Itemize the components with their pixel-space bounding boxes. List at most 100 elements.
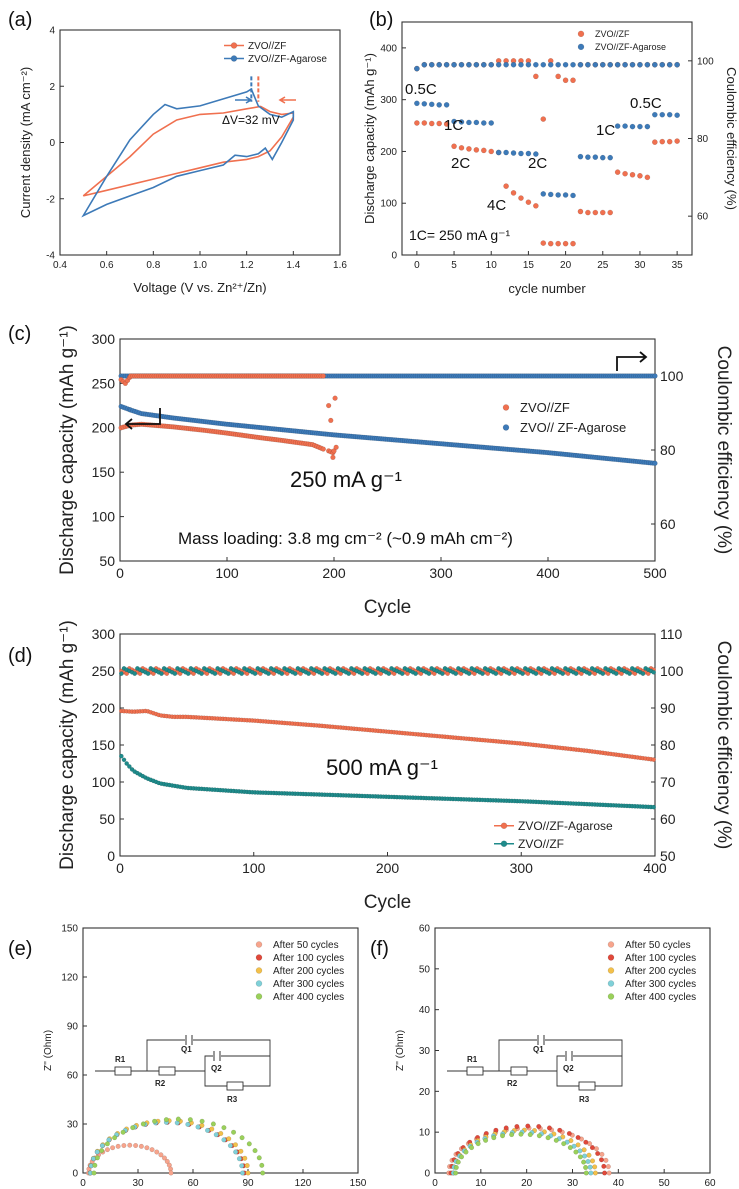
efficiency-point xyxy=(436,61,442,68)
x-axis-label: cycle number xyxy=(508,281,586,296)
capacity-point xyxy=(518,150,524,157)
impedance-point xyxy=(566,1130,572,1136)
x-tick-label: 300 xyxy=(510,860,534,876)
y-tick-label: -2 xyxy=(46,194,55,205)
capacity-point xyxy=(659,138,666,145)
impedance-point xyxy=(553,1137,559,1143)
legend-label: ZVO//ZF xyxy=(248,41,286,52)
x-tick-label: 300 xyxy=(429,565,453,581)
x-tick-label: 1.6 xyxy=(333,260,347,271)
impedance-point xyxy=(149,1147,155,1153)
impedance-point xyxy=(94,1155,100,1161)
y-axis-label: Discharge capacity (mAh g⁻¹) xyxy=(57,620,78,870)
capacity-point xyxy=(333,444,339,450)
efficiency-point xyxy=(451,61,457,68)
y-tick-label: 50 xyxy=(419,964,431,975)
efficiency-point xyxy=(637,61,643,68)
legend-marker xyxy=(607,980,615,987)
efficiency-point xyxy=(562,77,569,84)
x-tick-label: 10 xyxy=(486,260,498,271)
legend-label: ZVO//ZF-Agarose xyxy=(518,819,613,833)
y-tick-label: 90 xyxy=(67,1022,79,1033)
efficiency-point xyxy=(443,61,450,68)
impedance-point xyxy=(144,1145,150,1151)
legend-label: After 100 cycles xyxy=(625,953,696,964)
efficiency-point xyxy=(226,671,231,676)
y2-tick-label: 70 xyxy=(660,774,676,790)
capacity-point xyxy=(562,240,569,247)
efficiency-point xyxy=(473,61,480,68)
rate-label: 4C xyxy=(487,197,506,214)
efficiency-point xyxy=(555,73,561,80)
efficiency-point xyxy=(614,61,621,68)
impedance-point xyxy=(152,1118,158,1124)
x-tick-label: 20 xyxy=(521,1178,533,1189)
efficiency-point xyxy=(428,61,435,68)
capacity-point xyxy=(127,764,132,769)
impedance-point xyxy=(583,1170,589,1176)
efficiency-point xyxy=(493,671,499,676)
efficiency-point xyxy=(547,671,552,676)
impedance-point xyxy=(256,1155,262,1161)
impedance-point xyxy=(236,1156,242,1162)
legend-marker xyxy=(502,404,510,411)
impedance-point xyxy=(104,1147,110,1153)
resistor-r2 xyxy=(510,1066,528,1076)
legend-marker xyxy=(607,967,615,974)
x-tick-label: 500 xyxy=(643,565,667,581)
x-tick-label: 150 xyxy=(350,1178,367,1189)
capacity-point xyxy=(614,123,621,129)
efficiency-point xyxy=(326,403,332,409)
efficiency-point xyxy=(119,671,124,676)
x-tick-label: 0 xyxy=(116,565,124,581)
efficiency-point xyxy=(613,671,619,676)
capacity-point xyxy=(443,121,450,127)
impedance-point xyxy=(221,1137,227,1143)
impedance-point xyxy=(239,1170,245,1176)
efficiency-point xyxy=(440,671,445,676)
rate-label: 0.5C xyxy=(405,81,437,98)
capacity-point xyxy=(480,120,487,126)
efficiency-point xyxy=(599,61,606,68)
x-tick-label: 0.6 xyxy=(100,260,114,271)
y-tick-label: 50 xyxy=(99,811,115,827)
panel-label: (f) xyxy=(370,938,389,960)
impedance-point xyxy=(583,1164,589,1170)
x-tick-label: 1.4 xyxy=(286,260,300,271)
legend-label: After 50 cycles xyxy=(273,940,339,951)
efficiency-point xyxy=(279,671,285,676)
efficiency-point xyxy=(346,671,352,676)
capacity-point xyxy=(547,240,554,247)
x-axis-label: Cycle xyxy=(364,892,412,913)
y2-tick-label: 100 xyxy=(660,368,684,384)
rate-label: 1C xyxy=(444,117,463,134)
legend-label: ZVO//ZF xyxy=(595,29,630,39)
panel-a-cv-chart: 0.4 0.6 0.8 1.0 1.2 1.4 1.6 -4 -2 0 2 4 ZVO//ZF ZVO//… xyxy=(18,26,347,296)
efficiency-point xyxy=(503,61,509,68)
capacity-point xyxy=(466,119,472,126)
capacity-point xyxy=(473,147,480,153)
x-tick-label: 120 xyxy=(295,1178,312,1189)
impedance-point xyxy=(210,1121,216,1127)
efficiency-point xyxy=(413,671,418,676)
capacity-point xyxy=(119,753,124,759)
impedance-point xyxy=(127,1142,133,1148)
impedance-point xyxy=(120,1129,126,1135)
y-tick-label: 30 xyxy=(419,1046,431,1057)
capacity-point xyxy=(443,102,450,108)
efficiency-point xyxy=(652,61,658,68)
y-tick-label: 100 xyxy=(92,774,116,790)
rate-note: 1C= 250 mA g⁻¹ xyxy=(409,227,511,243)
capacity-point xyxy=(495,149,502,156)
impedance-point xyxy=(245,1170,251,1176)
x-tick-label: 40 xyxy=(613,1178,625,1189)
impedance-point xyxy=(226,1136,232,1142)
y-tick-label: 50 xyxy=(99,553,115,569)
rate-annotation: 250 mA g⁻¹ xyxy=(290,467,402,492)
efficiency-point xyxy=(651,669,656,675)
legend-marker xyxy=(607,993,615,1000)
capacity-point xyxy=(651,804,656,810)
circuit-label: R1 xyxy=(115,1055,126,1064)
efficiency-point xyxy=(560,671,566,676)
rate-label: 1C xyxy=(596,122,615,139)
